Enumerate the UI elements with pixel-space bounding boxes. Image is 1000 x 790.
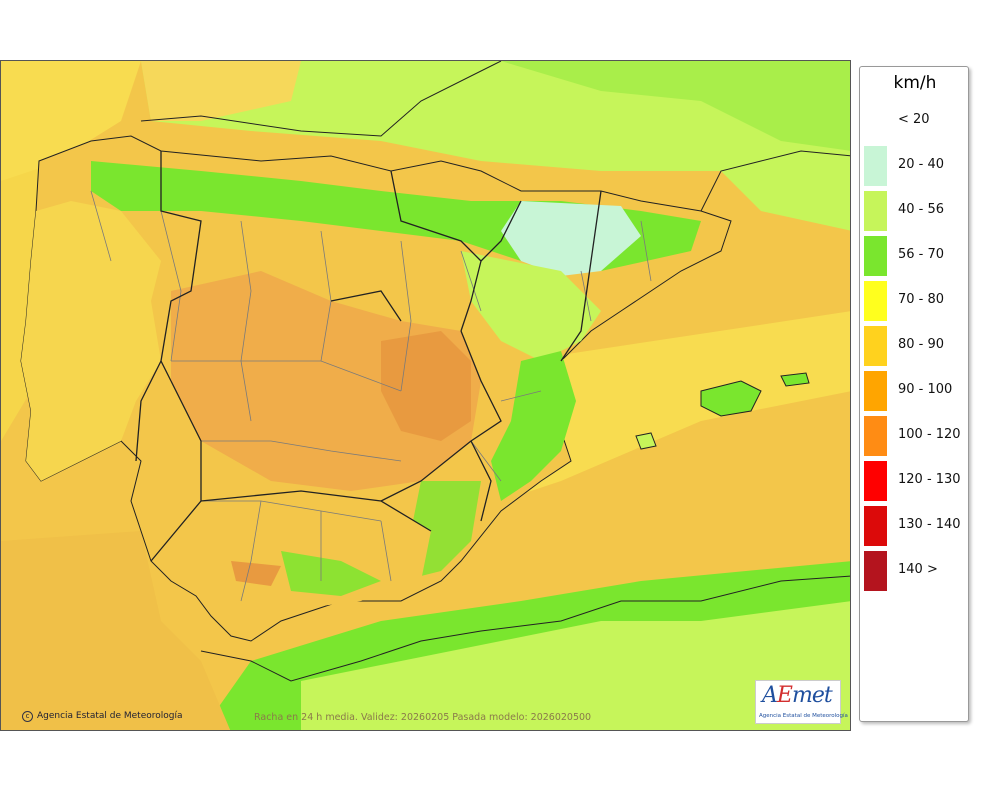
africa-coast <box>200 575 850 682</box>
aemet-logo[interactable]: AEmet Agencia Estatal de Meteorología <box>755 680 848 724</box>
pyrenees-pale <box>501 201 641 276</box>
legend-item-100-120: 100 - 120 <box>864 416 968 456</box>
aemet-logo-mark: AEmet <box>762 683 833 708</box>
copyright-notice: c Agencia Estatal de Meteorología <box>22 711 183 722</box>
ibiza <box>635 432 657 450</box>
north-sea-green <box>141 61 850 231</box>
province-borders <box>90 190 652 602</box>
logo-letter-e: E <box>776 683 793 708</box>
med-orange-band <box>421 421 850 631</box>
cuenca-area <box>381 331 471 441</box>
legend-label: 80 - 90 <box>898 337 945 352</box>
legend-title: km/h <box>893 73 937 93</box>
levante-coast <box>491 351 576 501</box>
legend-label: 70 - 80 <box>898 292 945 307</box>
legend-swatch <box>864 551 887 591</box>
legend-swatch <box>864 101 887 141</box>
community-borders <box>135 151 602 562</box>
legend-label: 40 - 56 <box>898 202 945 217</box>
legend-label: 140 > <box>898 562 938 577</box>
legend-swatch <box>864 146 887 186</box>
copyright-text: Agencia Estatal de Meteorología <box>37 711 183 721</box>
legend-swatch <box>864 236 887 276</box>
portugal-area <box>21 201 161 481</box>
gulf-lion-coast <box>700 150 850 212</box>
copyright-icon: c <box>22 711 33 722</box>
legend-swatch <box>864 281 887 321</box>
legend-swatch <box>864 416 887 456</box>
map-canvas <box>1 61 850 730</box>
legend-label: 20 - 40 <box>898 157 945 172</box>
logo-letter-a: A <box>762 683 778 708</box>
legend-swatch <box>864 461 887 501</box>
legend-label: 100 - 120 <box>898 427 961 442</box>
france-coast <box>140 61 502 137</box>
legend-label: 56 - 70 <box>898 247 945 262</box>
legend-label: 90 - 100 <box>898 382 953 397</box>
legend-panel: km/h < 20 20 - 40 40 - 56 56 - 70 70 - 8… <box>859 66 969 722</box>
legend-item-80-90: 80 - 90 <box>864 326 968 366</box>
atlantic-north-band <box>1 61 141 181</box>
legend-label: < 20 <box>898 112 930 127</box>
gulf-lion-green <box>501 61 850 151</box>
menorca <box>780 372 810 387</box>
legend-item-20-40: 20 - 40 <box>864 146 968 186</box>
legend-item-gt140: 140 > <box>864 551 968 591</box>
gulf-cadiz <box>1 531 231 730</box>
legend-label: 130 - 140 <box>898 517 961 532</box>
legend-item-40-56: 40 - 56 <box>864 191 968 231</box>
ebro-valley <box>461 251 601 361</box>
sierra-nevada-green <box>281 551 381 596</box>
legend-item-90-100: 90 - 100 <box>864 371 968 411</box>
central-plateau <box>171 271 481 491</box>
med-yellow-band <box>501 311 850 501</box>
andalusia-orange <box>231 561 281 586</box>
biscay-yellow <box>141 61 301 121</box>
legend-item-120-130: 120 - 130 <box>864 461 968 501</box>
legend-swatch <box>864 371 887 411</box>
legend-swatch <box>864 191 887 231</box>
legend-swatch <box>864 326 887 366</box>
map-caption: Racha en 24 h media. Validez: 20260205 P… <box>254 712 592 723</box>
aemet-logo-subtitle: Agencia Estatal de Meteorología <box>759 713 848 719</box>
legend-item-lt20: < 20 <box>864 101 968 141</box>
legend-swatch <box>864 506 887 546</box>
legend-item-70-80: 70 - 80 <box>864 281 968 321</box>
legend-item-56-70: 56 - 70 <box>864 236 968 276</box>
mallorca <box>700 380 762 417</box>
africa-light-green <box>301 601 850 730</box>
legend-label: 120 - 130 <box>898 472 961 487</box>
wind-gust-map[interactable] <box>0 60 851 731</box>
legend-item-130-140: 130 - 140 <box>864 506 968 546</box>
logo-letters-met: met <box>791 683 833 708</box>
